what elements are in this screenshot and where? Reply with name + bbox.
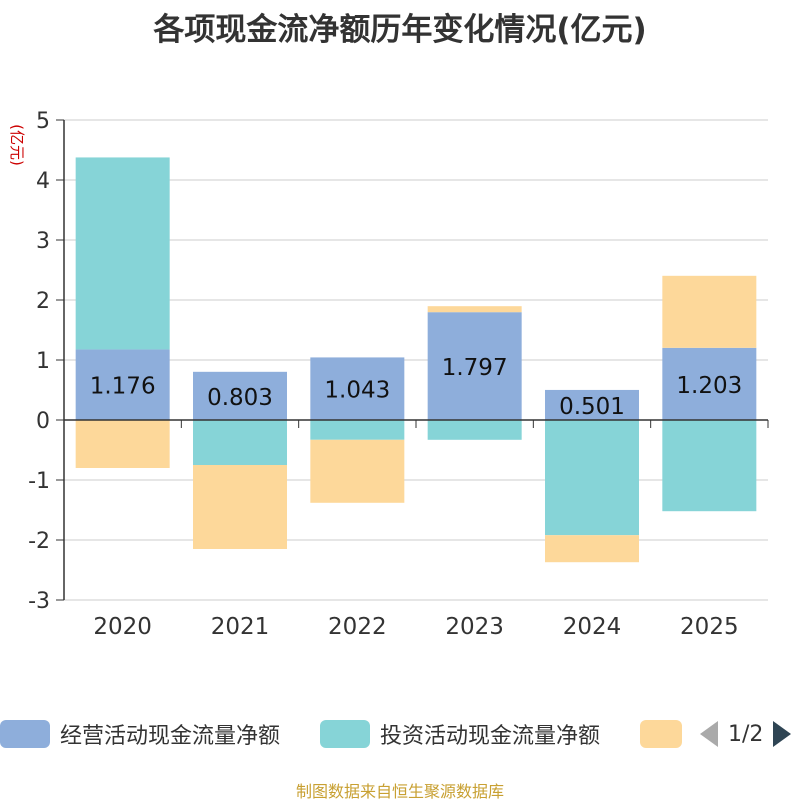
bar-2-2022	[310, 439, 405, 503]
data-label: 1.797	[442, 355, 508, 381]
source-footer: 制图数据来自恒生聚源数据库	[295, 782, 504, 801]
pager-next-icon[interactable]	[773, 721, 792, 747]
bar-1-2021	[193, 420, 287, 465]
bar-0-2024	[545, 389, 639, 420]
data-label: 1.043	[324, 378, 390, 404]
bar-0-2025	[662, 347, 757, 420]
legend-label-operating: 经营活动现金流量净额	[60, 724, 281, 749]
x-tick-label: 2024	[563, 614, 622, 640]
data-label: 1.176	[90, 374, 156, 400]
data-label: 0.501	[559, 394, 625, 420]
x-tick-label: 2025	[680, 614, 739, 640]
legend: 经营活动现金流量净额 投资活动现金流量净额 1/2	[0, 712, 800, 756]
bar-2-2023	[427, 306, 522, 313]
legend-swatch-investing	[320, 720, 370, 748]
data-label: 1.203	[676, 373, 742, 399]
legend-label-investing: 投资活动现金流量净额	[380, 724, 601, 749]
data-label: 0.803	[207, 385, 273, 411]
bar-2-2025	[662, 275, 757, 348]
y-tick-label: 2	[36, 289, 50, 314]
pager-prev-icon[interactable]	[700, 721, 718, 747]
y-tick-label: -2	[28, 529, 50, 554]
bar-2-2020	[75, 420, 170, 468]
y-axis-label: (亿元)	[8, 124, 26, 166]
x-tick-label: 2023	[445, 614, 504, 640]
x-tick-label: 2021	[211, 614, 270, 640]
legend-item-operating[interactable]: 经营活动现金流量净额	[0, 712, 280, 756]
chart-plot: 5 4 3 2 1 0 -1 -2 -3 (亿元) 1.176 0.803 1.043 1.797 0.50…	[8, 109, 769, 640]
bar-1-2025	[662, 420, 757, 512]
y-tick-label: -3	[28, 589, 50, 614]
legend-item-financing[interactable]	[640, 712, 682, 756]
y-tick-label: 0	[36, 409, 50, 434]
bar-0-2022	[310, 357, 405, 420]
legend-pager: 1/2	[700, 712, 792, 756]
bar-1-2020	[75, 157, 170, 350]
bar-1-2022	[310, 420, 405, 440]
bar-0-2021	[193, 371, 287, 420]
bar-1-2024	[545, 420, 639, 536]
y-tick-label: -1	[28, 469, 50, 494]
chart-title: 各项现金流净额历年变化情况(亿元)	[153, 12, 647, 48]
y-tick-label: 5	[36, 109, 50, 134]
x-tick-label: 2020	[93, 614, 152, 640]
legend-swatch-operating	[0, 720, 50, 748]
pager-text: 1/2	[728, 721, 764, 747]
bar-0-2020	[75, 349, 170, 420]
x-tick-label: 2022	[328, 614, 387, 640]
y-tick-label: 4	[36, 169, 50, 194]
legend-swatch-financing	[640, 720, 682, 748]
bar-0-2023	[427, 312, 522, 420]
bar-1-2023	[427, 420, 522, 440]
y-tick-label: 1	[36, 349, 50, 374]
bar-2-2021	[193, 465, 287, 549]
y-tick-label: 3	[36, 229, 50, 254]
legend-item-investing[interactable]: 投资活动现金流量净额	[320, 712, 600, 756]
bar-2-2024	[545, 535, 639, 563]
